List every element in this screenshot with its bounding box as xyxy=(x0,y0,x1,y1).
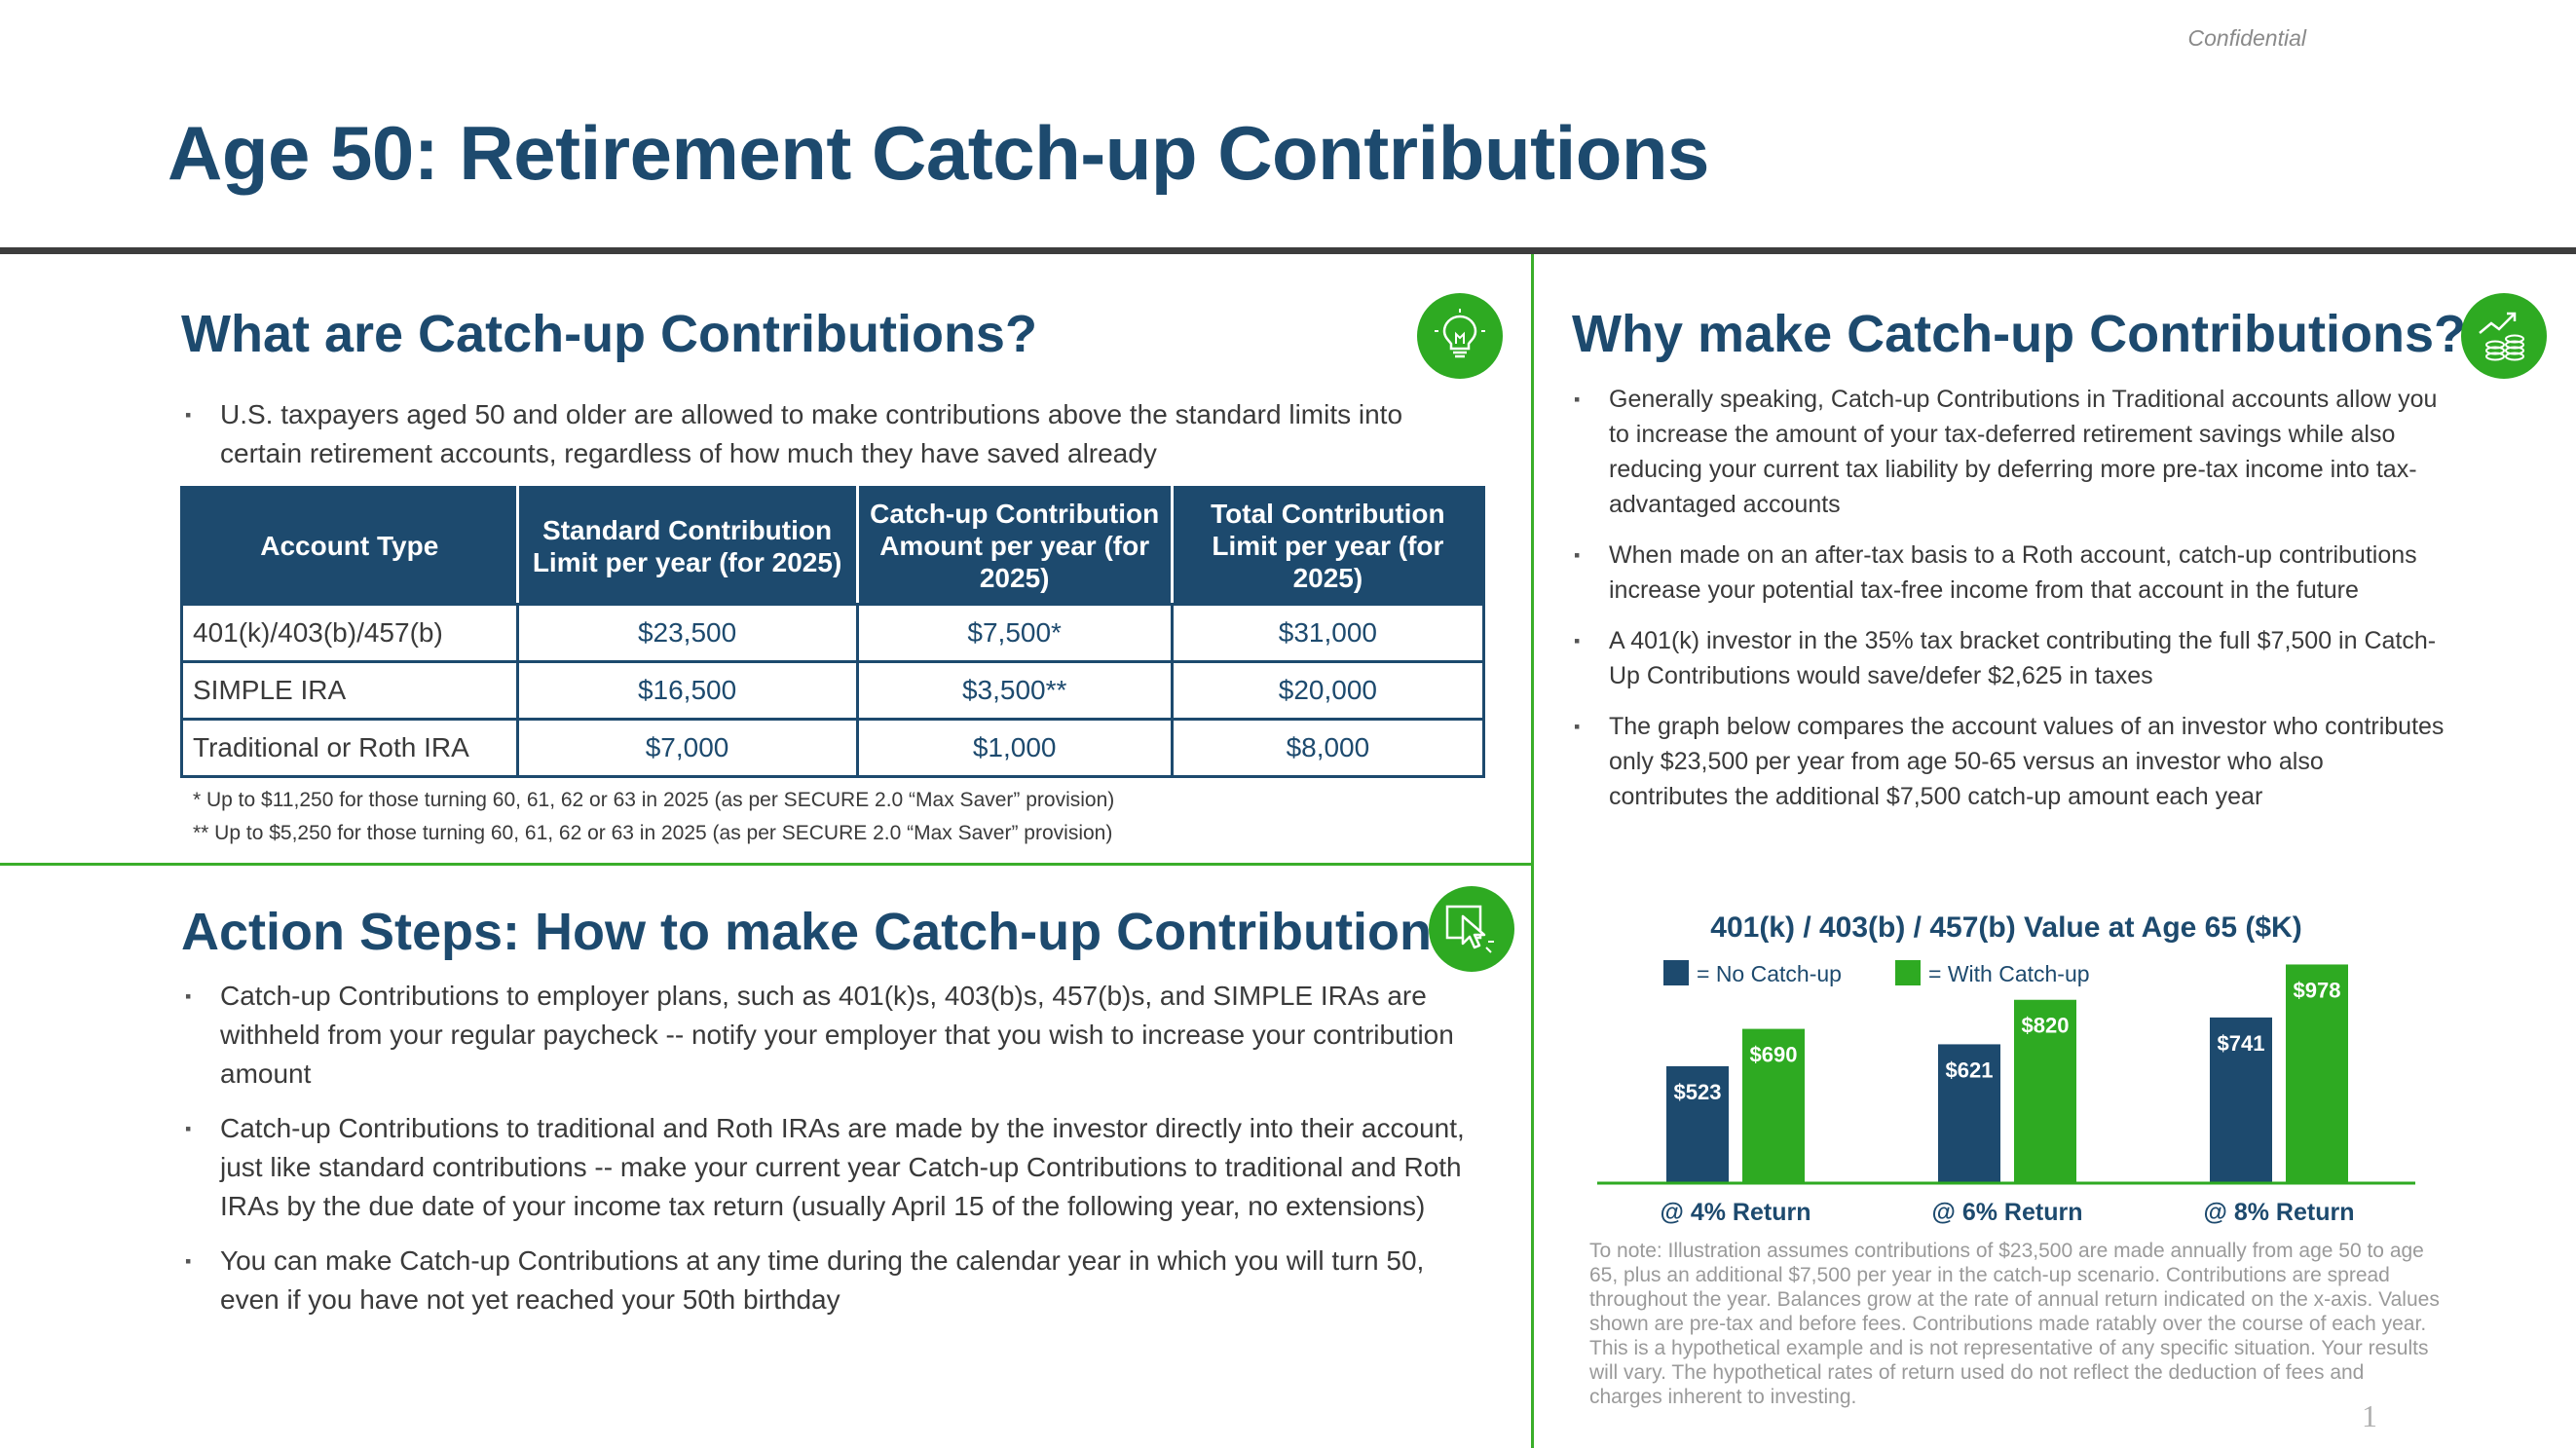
pointer-click-icon xyxy=(1429,886,1514,972)
bar-value-label: $690 xyxy=(1750,1043,1798,1067)
horizontal-divider xyxy=(0,863,1533,866)
footnote-1: * Up to $11,250 for those turning 60, 61… xyxy=(193,789,1115,811)
why-bullet-4: The graph below compares the account val… xyxy=(1570,709,2446,814)
legend-swatch xyxy=(1895,960,1921,985)
cell-catchup: $7,500* xyxy=(855,603,1174,663)
chart-disclaimer: To note: Illustration assumes contributi… xyxy=(1589,1240,2440,1408)
action-bullet-3: You can make Catch-up Contributions at a… xyxy=(181,1242,1476,1319)
x-tick-label: @ 6% Return xyxy=(1932,1199,2083,1226)
chart-bar xyxy=(1666,1065,1729,1183)
cell-catchup: $3,500** xyxy=(855,660,1174,721)
table-row: Traditional or Roth IRA $7,000 $1,000 $8… xyxy=(180,718,1486,778)
growth-coins-icon xyxy=(2461,293,2547,379)
table-header-row: Account Type Standard Contribution Limit… xyxy=(180,486,1486,606)
cell-catchup: $1,000 xyxy=(855,718,1174,778)
bar-value-label: $978 xyxy=(2294,978,2341,1002)
x-tick-label: @ 8% Return xyxy=(2204,1199,2355,1226)
header-catchup-amount: Catch-up Contribution Amount per year (f… xyxy=(855,486,1174,606)
confidential-label: Confidential xyxy=(2187,25,2306,51)
chart-bar xyxy=(1938,1044,2000,1183)
header-total-limit: Total Contribution Limit per year (for 2… xyxy=(1170,486,1486,606)
cell-total: $31,000 xyxy=(1170,603,1486,663)
cell-total: $8,000 xyxy=(1170,718,1486,778)
chart-bar xyxy=(2014,999,2076,1183)
bar-value-label: $820 xyxy=(2022,1014,2070,1038)
catchup-value-chart: 401(k) / 403(b) / 457(b) Value at Age 65… xyxy=(1597,911,2415,1226)
x-tick-label: @ 4% Return xyxy=(1661,1199,1811,1226)
page-number: 1 xyxy=(2362,1398,2377,1433)
why-bullet-3: A 401(k) investor in the 35% tax bracket… xyxy=(1570,623,2446,693)
cell-account: 401(k)/403(b)/457(b) xyxy=(180,603,519,663)
footnote-2: ** Up to $5,250 for those turning 60, 61… xyxy=(193,822,1113,844)
what-bullets: U.S. taxpayers aged 50 and older are all… xyxy=(181,395,1447,473)
action-section-title: Action Steps: How to make Catch-up Contr… xyxy=(181,903,1462,961)
chart-bar xyxy=(1742,1028,1805,1183)
bar-value-label: $741 xyxy=(2218,1031,2265,1056)
title-divider xyxy=(0,247,2576,254)
lightbulb-icon xyxy=(1417,293,1503,379)
cell-standard: $16,500 xyxy=(515,660,859,721)
action-bullet-1: Catch-up Contributions to employer plans… xyxy=(181,977,1476,1094)
cell-standard: $7,000 xyxy=(515,718,859,778)
table-row: 401(k)/403(b)/457(b) $23,500 $7,500* $31… xyxy=(180,603,1486,663)
cell-account: Traditional or Roth IRA xyxy=(180,718,519,778)
action-bullet-2: Catch-up Contributions to traditional an… xyxy=(181,1109,1476,1226)
legend-swatch xyxy=(1663,960,1689,985)
what-section-title: What are Catch-up Contributions? xyxy=(181,305,1037,363)
legend-label: = With Catch-up xyxy=(1928,961,2090,986)
vertical-divider xyxy=(1531,254,1534,1448)
contribution-table: Account Type Standard Contribution Limit… xyxy=(180,486,1486,778)
header-standard-limit: Standard Contribution Limit per year (fo… xyxy=(515,486,859,606)
cell-account: SIMPLE IRA xyxy=(180,660,519,721)
header-account-type: Account Type xyxy=(180,486,519,606)
why-bullet-2: When made on an after-tax basis to a Rot… xyxy=(1570,538,2446,608)
chart-bar xyxy=(2210,1017,2272,1183)
why-bullets: Generally speaking, Catch-up Contributio… xyxy=(1570,382,2446,814)
legend-label: = No Catch-up xyxy=(1697,961,1842,986)
page-title: Age 50: Retirement Catch-up Contribution… xyxy=(168,110,1709,196)
chart-title: 401(k) / 403(b) / 457(b) Value at Age 65… xyxy=(1710,911,2301,944)
action-bullets: Catch-up Contributions to employer plans… xyxy=(181,977,1476,1319)
why-section-title: Why make Catch-up Contributions? xyxy=(1572,305,2466,363)
what-bullet-1: U.S. taxpayers aged 50 and older are all… xyxy=(181,395,1447,473)
table-row: SIMPLE IRA $16,500 $3,500** $20,000 xyxy=(180,660,1486,721)
bar-value-label: $523 xyxy=(1674,1080,1722,1104)
bar-value-label: $621 xyxy=(1946,1058,1994,1082)
chart-bar xyxy=(2286,964,2348,1183)
cell-standard: $23,500 xyxy=(515,603,859,663)
cell-total: $20,000 xyxy=(1170,660,1486,721)
why-bullet-1: Generally speaking, Catch-up Contributio… xyxy=(1570,382,2446,522)
